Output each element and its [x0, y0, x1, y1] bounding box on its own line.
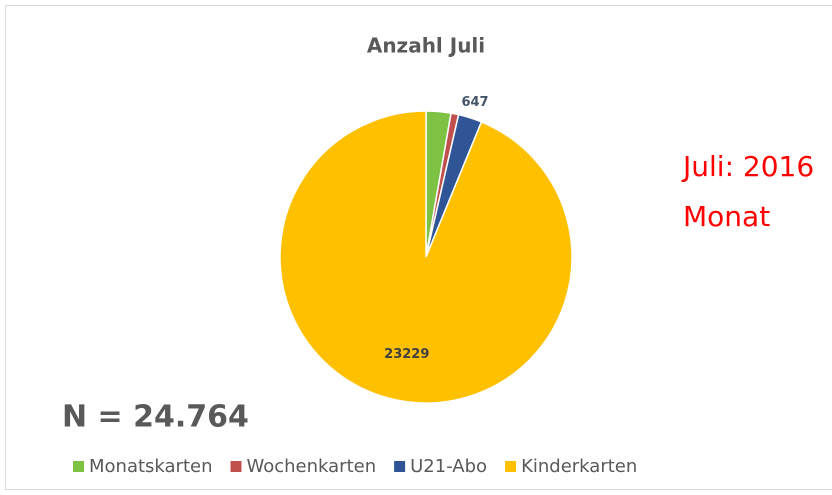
legend-swatch	[73, 461, 84, 472]
legend-label: Wochenkarten	[247, 456, 377, 477]
pie-slice	[279, 110, 573, 404]
legend-label: Kinderkarten	[521, 456, 637, 477]
annotation: N = 24.764	[62, 400, 249, 435]
legend-swatch	[505, 461, 517, 472]
legend-label: U21-Abo	[410, 456, 487, 477]
legend-swatch	[230, 461, 242, 472]
annotation: Juli: 2016	[681, 150, 814, 183]
legend-label: Monatskarten	[89, 456, 213, 477]
chart-title: Anzahl Juli	[367, 34, 485, 58]
legend-swatch	[394, 461, 406, 472]
annotation: Monat	[683, 200, 770, 233]
data-label: 23229	[384, 347, 429, 362]
data-label: 647	[461, 95, 488, 110]
